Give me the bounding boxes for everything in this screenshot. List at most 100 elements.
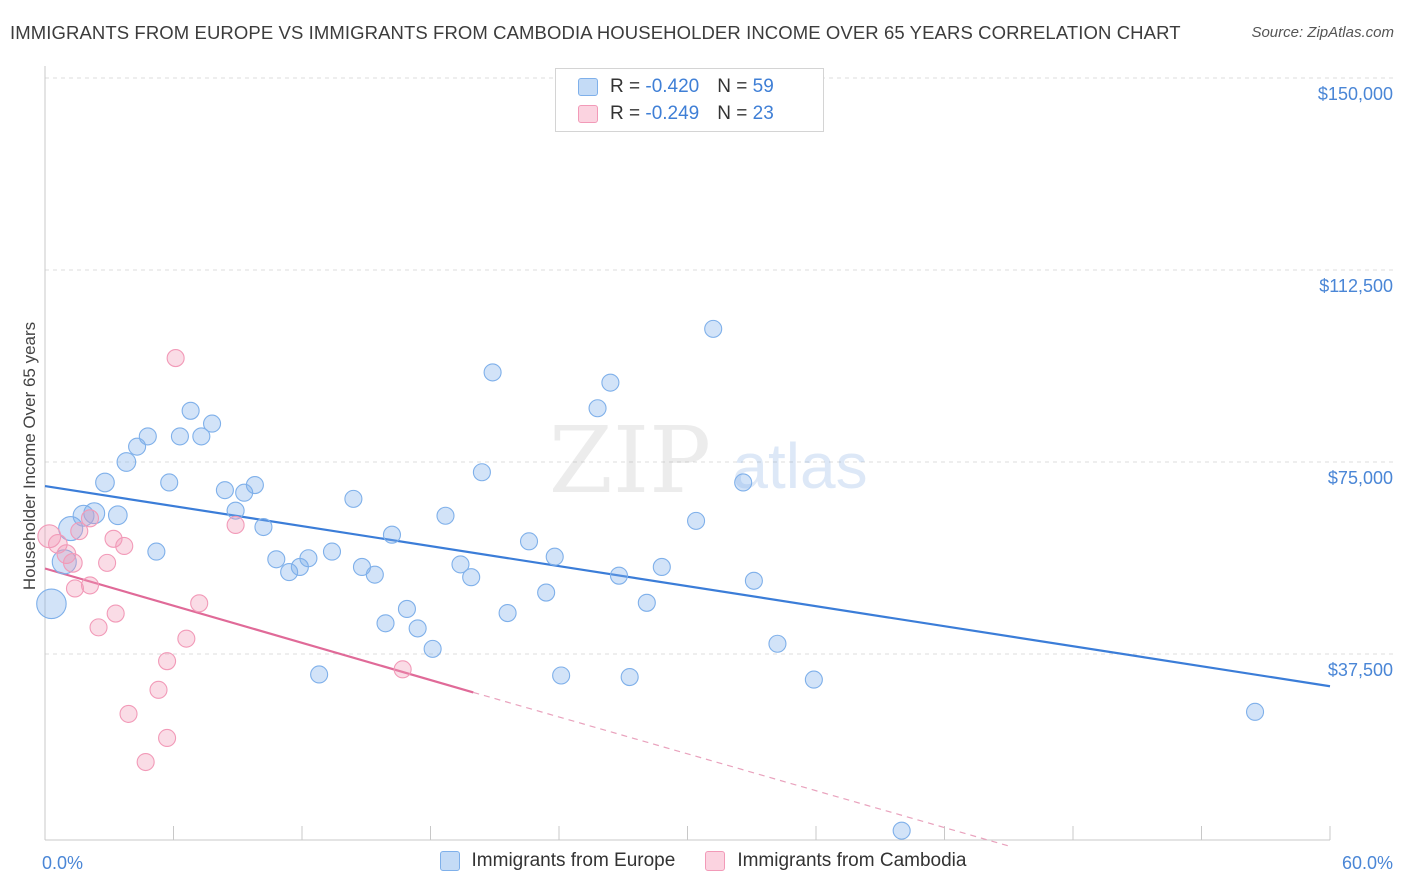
point-cambodia [119,704,138,723]
legend-n-value-europe: 59 [752,76,774,97]
trend-lines [44,484,1331,847]
point-europe [588,399,607,418]
point-europe [72,504,95,527]
point-europe [365,565,384,584]
point-cambodia [393,660,412,679]
point-europe [436,506,455,525]
point-europe [181,401,200,420]
point-europe [107,505,128,526]
legend-n-value-cambodia: 23 [752,103,774,124]
legend-n-label: N = [717,76,753,97]
point-europe [637,593,656,612]
point-cambodia [115,536,134,556]
point-cambodia [80,576,100,595]
point-cambodia [65,579,85,598]
point-cambodia [177,629,196,648]
point-europe [203,414,222,433]
point-europe [267,550,286,569]
y-tick-labels: $37,500 $75,000 $112,500 $150,000 [1318,84,1393,680]
point-europe [620,667,639,687]
point-europe [376,614,395,633]
point-europe [545,547,564,566]
point-cambodia [47,534,68,554]
point-cambodia [89,618,108,637]
point-europe [1245,702,1265,721]
point-europe [138,427,157,446]
point-europe [472,463,491,482]
point-cambodia [158,728,177,748]
chart-source: Source: ZipAtlas.com [1251,24,1394,41]
point-europe [36,588,67,620]
watermark-atlas: atlas [732,430,867,502]
watermark: ZIP atlas [549,407,868,514]
axes [44,66,1331,841]
series-legend: Immigrants from Europe Immigrants from C… [0,850,1406,872]
series-swatch-europe [439,851,460,871]
legend-r-value-europe: -0.420 [645,76,700,97]
point-cambodia [70,522,89,541]
point-cambodia [136,752,155,772]
point-cambodia [158,652,177,671]
series-legend-cambodia: Immigrants from Cambodia [705,850,966,872]
point-europe [344,489,363,508]
point-europe [170,427,189,446]
point-europe [95,472,115,493]
point-europe [423,639,442,658]
trend-line-cambodia-extension [473,691,1009,847]
point-cambodia [166,349,185,368]
point-europe [280,563,299,582]
trend-line-cambodia [44,567,474,694]
y-tick-label: $112,500 [1319,276,1393,296]
y-tick-label: $37,500 [1328,660,1393,680]
point-europe [147,542,166,561]
point-europe [299,549,318,568]
legend-row-cambodia: R = -0.249 N = 23 [578,101,774,127]
point-europe [451,555,470,574]
point-cambodia [149,680,168,699]
x-tick-label: 0.0% [42,853,83,873]
series-label-europe: Immigrants from Europe [471,850,676,871]
point-europe [215,481,234,500]
y-tick-label: $150,000 [1318,84,1393,104]
point-europe [245,475,264,495]
correlation-legend: R = -0.420 N = 59 R = -0.249 N = 23 [555,68,824,132]
point-europe [519,532,539,551]
series-legend-europe: Immigrants from Europe [439,850,676,872]
legend-row-europe: R = -0.420 N = 59 [578,74,774,100]
legend-swatch-cambodia [578,105,598,123]
point-europe [382,525,402,544]
point-europe [744,571,763,590]
point-europe [601,373,620,392]
point-europe [687,511,706,530]
point-cambodia [190,594,209,613]
point-europe [192,427,211,446]
point-europe [462,568,481,587]
series-label-cambodia: Immigrants from Cambodia [737,850,967,871]
point-europe [734,473,753,492]
point-europe [322,542,342,561]
point-europe [160,473,179,492]
series-swatch-cambodia [705,851,726,871]
point-europe [498,603,517,623]
point-europe [397,599,416,618]
point-cambodia [104,529,123,548]
point-cambodia [106,604,125,623]
point-europe [116,452,137,472]
watermark-zip: ZIP [549,407,711,514]
point-europe [552,666,571,685]
point-europe [226,501,245,520]
legend-r-label: R = [610,76,646,97]
x-tick-label: 60.0% [1342,853,1393,873]
point-europe [652,557,671,577]
point-cambodia [62,553,83,573]
point-europe [892,821,911,840]
point-cambodia [226,515,245,535]
point-europe [537,583,556,602]
point-europe [254,517,273,537]
legend-n-label: N = [717,103,753,124]
point-europe [768,634,787,653]
chart-title: IMMIGRANTS FROM EUROPE VS IMMIGRANTS FRO… [10,22,1181,43]
point-europe [609,566,629,585]
y-tick-label: $75,000 [1328,468,1393,488]
